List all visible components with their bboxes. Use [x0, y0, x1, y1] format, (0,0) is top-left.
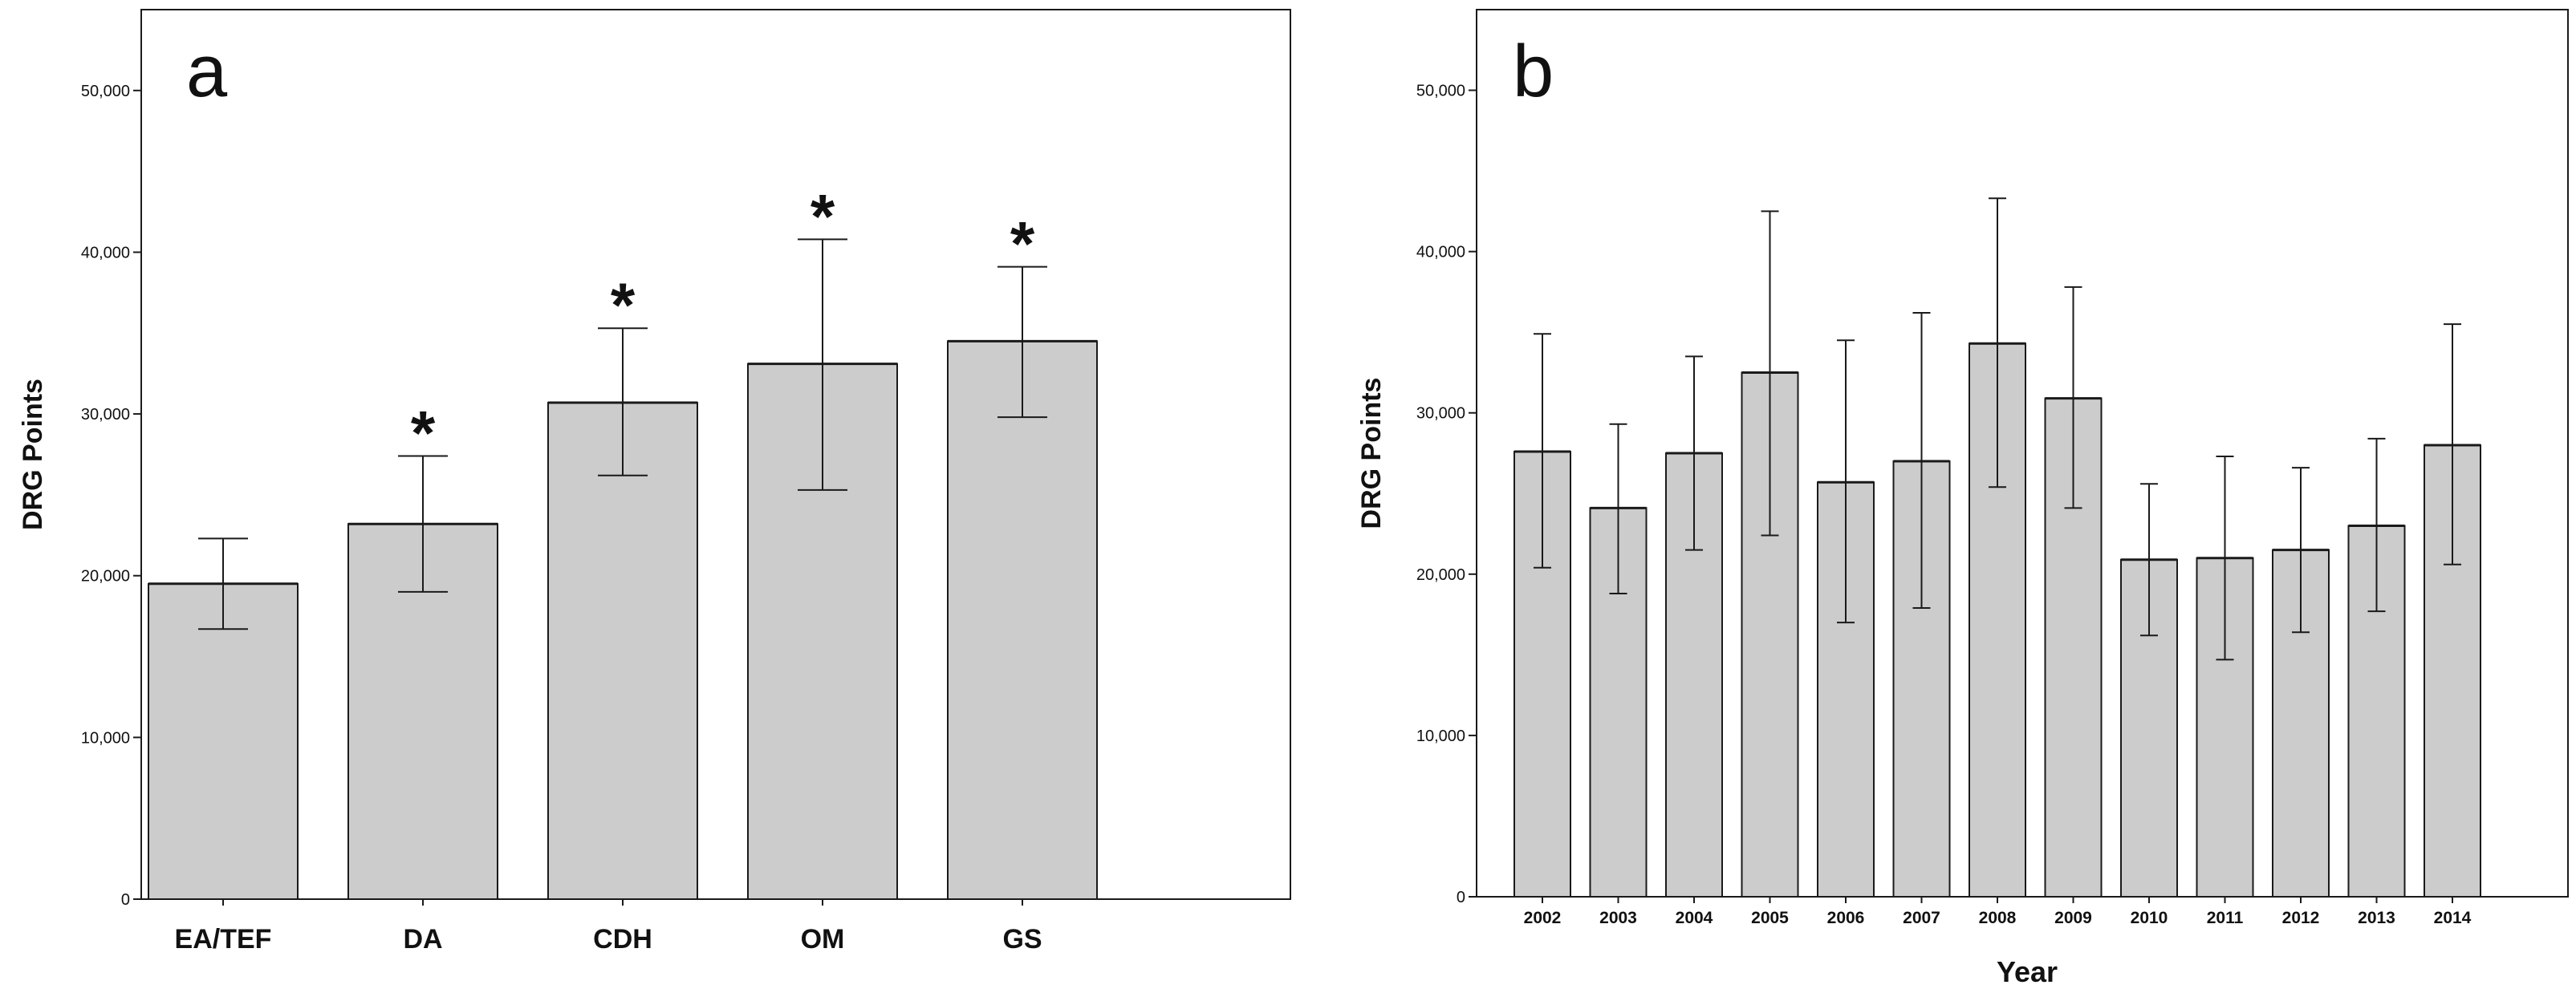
- y-axis-title: DRG Points: [18, 379, 48, 530]
- plot-frame: [140, 9, 1291, 900]
- category-label: DA: [403, 924, 442, 954]
- bar: [547, 401, 698, 900]
- category-label: EA/TEF: [175, 924, 272, 954]
- y-tick-label: 50,000: [1416, 83, 1465, 100]
- y-tick-label: 20,000: [1416, 566, 1465, 584]
- category-label: 2012: [2282, 909, 2320, 927]
- panel-label: b: [1513, 30, 1554, 112]
- bar: [947, 340, 1098, 900]
- category-label: 2003: [1599, 909, 1637, 927]
- bar: [1817, 481, 1875, 898]
- y-tick-label: 40,000: [81, 244, 130, 261]
- category-label: 2005: [1751, 909, 1789, 927]
- y-tick-label: 30,000: [1416, 405, 1465, 423]
- category-label: 2011: [2207, 909, 2244, 927]
- significance-marker: *: [611, 270, 636, 340]
- panel-label: a: [186, 30, 228, 112]
- category-label: GS: [1002, 924, 1042, 954]
- y-tick-label: 10,000: [1416, 728, 1465, 745]
- category-label: CDH: [593, 924, 652, 954]
- category-label: 2009: [2054, 909, 2092, 927]
- significance-marker: *: [411, 398, 436, 468]
- x-axis-title: Year: [1997, 955, 2058, 988]
- y-tick-label: 10,000: [81, 729, 130, 747]
- y-tick-label: 0: [121, 891, 130, 909]
- category-label: 2013: [2358, 909, 2395, 927]
- significance-marker: *: [811, 180, 835, 251]
- y-tick-label: 20,000: [81, 568, 130, 586]
- category-label: 2002: [1524, 909, 1562, 927]
- y-axis-title: DRG Points: [1356, 378, 1387, 529]
- category-label: 2008: [1979, 909, 2017, 927]
- y-tick-label: 0: [1457, 889, 1465, 906]
- category-label: 2014: [2434, 909, 2472, 927]
- category-label: 2010: [2131, 909, 2168, 927]
- y-tick-label: 50,000: [81, 83, 130, 100]
- category-label: 2006: [1827, 909, 1865, 927]
- category-label: OM: [801, 924, 845, 954]
- significance-marker: *: [1010, 209, 1035, 279]
- category-label: 2004: [1676, 909, 1713, 927]
- category-label: 2007: [1903, 909, 1940, 927]
- panel-a: 0 10,000 20,000 30,000 40,000 50,000 DRG Point…: [18, 9, 1291, 954]
- panel-b: 0 10,000 20,000 30,000 40,000 50,000 DRG Point…: [1356, 9, 2569, 988]
- y-tick-label: 40,000: [1416, 244, 1465, 261]
- bar: [148, 582, 299, 900]
- y-tick-label: 30,000: [81, 406, 130, 424]
